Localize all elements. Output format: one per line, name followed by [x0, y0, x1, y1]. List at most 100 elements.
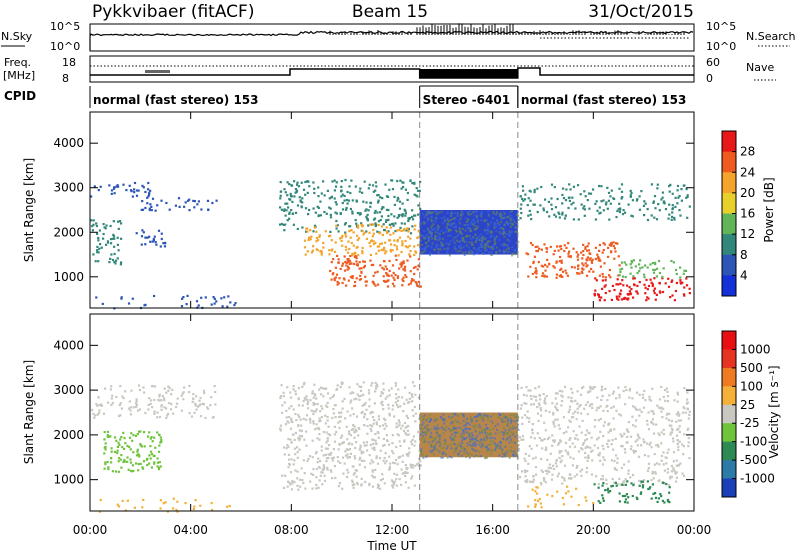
velocity-colorbar-tick-label: -1000 — [740, 472, 775, 486]
freq-stereo-block — [419, 69, 518, 78]
velocity-cell — [668, 412, 671, 416]
power-cell — [550, 197, 553, 200]
velocity-cell — [626, 441, 629, 444]
power-cell — [401, 263, 404, 266]
power-cell — [293, 195, 296, 198]
velocity-cell — [536, 412, 540, 415]
velocity-cell — [326, 466, 329, 469]
velocity-cell — [420, 449, 423, 452]
velocity-cell — [363, 424, 366, 427]
velocity-cell — [604, 387, 607, 390]
power-cell — [490, 253, 493, 256]
velocity-cell — [365, 441, 368, 444]
power-cell — [220, 297, 223, 300]
velocity-cell — [131, 464, 134, 467]
velocity-cell — [355, 397, 358, 400]
velocity-cell — [465, 420, 468, 423]
velocity-cell — [454, 432, 457, 435]
velocity-cell — [363, 466, 367, 469]
velocity-cell — [609, 429, 612, 432]
velocity-cell — [111, 394, 114, 397]
velocity-cell — [499, 417, 502, 420]
velocity-cell — [285, 409, 288, 412]
power-cell — [382, 223, 385, 226]
power-cell — [347, 279, 350, 282]
power-cell — [117, 185, 120, 188]
velocity-cell — [421, 428, 424, 431]
velocity-cell — [313, 383, 316, 386]
velocity-cell — [501, 431, 504, 434]
velocity-cell — [391, 484, 394, 487]
velocity-cell — [342, 472, 345, 475]
velocity-cell — [615, 409, 618, 412]
velocity-cell — [338, 482, 342, 485]
power-cell — [476, 252, 479, 255]
power-cell — [120, 297, 123, 300]
power-cell — [617, 274, 620, 277]
power-cell — [307, 238, 310, 241]
velocity-cell — [636, 444, 639, 447]
power-cell — [373, 211, 376, 214]
velocity-cell — [129, 409, 132, 412]
velocity-cell — [388, 414, 391, 417]
power-cell — [414, 265, 417, 269]
power-cell — [554, 206, 557, 209]
power-cell — [377, 283, 380, 286]
velocity-cell — [558, 442, 561, 445]
velocity-cell — [98, 409, 101, 412]
power-region-12 — [618, 259, 688, 279]
power-cell — [674, 205, 677, 208]
velocity-cell — [362, 441, 365, 444]
velocity-cell — [624, 483, 627, 486]
power-cell — [450, 213, 453, 216]
power-cell — [392, 271, 395, 275]
power-cell — [417, 285, 420, 288]
velocity-cell — [300, 429, 303, 432]
velocity-cell — [322, 454, 325, 457]
velocity-cell — [107, 466, 110, 469]
power-cell — [653, 277, 656, 280]
power-cell — [356, 245, 359, 249]
velocity-cell — [584, 496, 587, 499]
power-cell — [581, 257, 584, 260]
velocity-cell — [515, 452, 518, 455]
power-cell — [341, 244, 344, 247]
power-cell — [634, 265, 637, 268]
velocity-cell — [388, 443, 391, 446]
velocity-cell — [356, 383, 359, 386]
power-cell — [560, 259, 563, 262]
power-cell — [358, 190, 361, 193]
velocity-cell — [611, 477, 614, 481]
power-cell — [423, 250, 426, 253]
power-cell — [607, 191, 611, 194]
power-cell — [591, 258, 594, 261]
power-cell — [590, 267, 593, 271]
velocity-cell — [311, 456, 314, 459]
power-cell — [226, 305, 229, 308]
power-cell — [428, 254, 431, 257]
velocity-cell — [137, 430, 141, 433]
velocity-cell — [549, 452, 552, 455]
power-cell — [147, 195, 150, 198]
velocity-cell — [450, 422, 453, 425]
power-cell — [558, 260, 561, 263]
velocity-ytick-label: 4000 — [53, 338, 84, 352]
velocity-cell — [302, 400, 305, 403]
velocity-colorbar-tick-label: -500 — [740, 453, 767, 467]
velocity-cell — [393, 415, 396, 418]
velocity-cell — [395, 478, 398, 481]
power-cell — [117, 227, 120, 230]
velocity-cell — [664, 399, 667, 402]
power-cell — [607, 255, 610, 258]
power-cell — [120, 222, 123, 225]
velocity-cell — [334, 476, 337, 480]
power-cell — [502, 244, 505, 247]
velocity-cell — [117, 505, 121, 508]
power-colorbar-tick-label: 8 — [740, 248, 748, 262]
power-cell — [425, 214, 428, 217]
power-cell — [389, 248, 392, 252]
velocity-cell — [158, 395, 161, 398]
velocity-colorbar-swatch — [722, 367, 736, 387]
velocity-cell — [557, 443, 560, 446]
